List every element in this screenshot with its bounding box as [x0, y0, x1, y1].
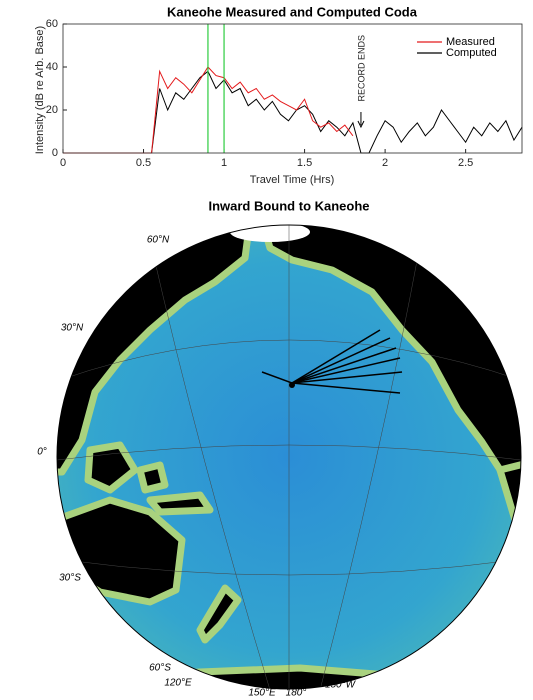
legend-label: Computed: [446, 47, 497, 59]
ray-paths: [261, 329, 403, 394]
globe: 60°N 30°N 0° 30°S 60°S 120°E 150°E 180° …: [37, 222, 522, 699]
y-tick-label: 60: [46, 18, 58, 30]
annotation: RECORD ENDS: [356, 35, 366, 102]
map-label: 60°N: [147, 235, 170, 246]
map-label: 180°: [286, 688, 307, 699]
x-tick-label: 1: [221, 157, 227, 169]
x-tick-label: 0: [60, 157, 66, 169]
map-label: 150°W: [325, 680, 357, 691]
y-tick-label: 20: [46, 104, 58, 116]
y-tick-label: 0: [52, 147, 58, 159]
kaneohe: [289, 382, 295, 388]
x-tick-label: 1.5: [297, 157, 312, 169]
x-tick-label: 2.5: [458, 157, 473, 169]
legend-label: Measured: [446, 36, 495, 48]
map-label: 0°: [37, 447, 47, 458]
y-axis-label: Intensity (dB re Arb. Base): [34, 26, 46, 154]
arctic-ice: [230, 222, 310, 242]
land-islands: [84, 441, 214, 516]
plot-frame: [62, 23, 523, 154]
x-tick-label: 0.5: [136, 157, 151, 169]
y-tick-label: 40: [46, 61, 58, 73]
map-label: 60°S: [149, 663, 171, 674]
map-label: 30°S: [59, 573, 81, 584]
map-title: Inward Bound to Kaneohe: [208, 198, 369, 213]
chart-title: Kaneohe Measured and Computed Coda: [167, 4, 418, 19]
map-label: 120°E: [164, 678, 192, 689]
globe-edge: [56, 224, 522, 690]
series-line: [63, 70, 523, 154]
x-tick-label: 2: [382, 157, 388, 169]
land-new-zealand: [196, 584, 242, 644]
annotation-arrowhead: [357, 120, 365, 129]
graticule: [57, 225, 521, 689]
map-label: 150°E: [248, 688, 276, 699]
map-label: 30°N: [61, 323, 84, 334]
x-axis-label: Travel Time (Hrs): [250, 174, 335, 186]
